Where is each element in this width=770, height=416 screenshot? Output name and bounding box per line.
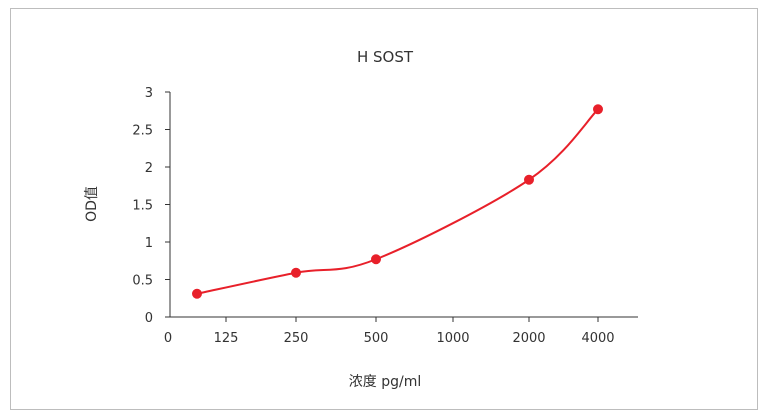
y-tick-label: 2.5 <box>132 124 153 139</box>
x-tick-label: 125 <box>214 331 239 346</box>
y-tick-label: 3 <box>145 86 153 101</box>
chart-frame <box>10 8 758 410</box>
data-point <box>371 254 381 265</box>
series-curve <box>196 108 599 295</box>
chart-title: H SOST <box>357 48 414 66</box>
y-tick-label: 2 <box>145 161 153 176</box>
x-tick-label: 0 <box>164 331 172 346</box>
x-tick-label: 500 <box>364 331 389 346</box>
x-axis-ticks: 0 125 250 500 1000 2000 4000 <box>164 317 615 346</box>
data-point <box>192 288 202 299</box>
x-tick-label: 2000 <box>512 331 545 346</box>
x-axis-label: 浓度 pg/ml <box>349 374 421 390</box>
x-tick-label: 4000 <box>581 331 614 346</box>
series-points <box>192 104 603 299</box>
y-tick-label: 0 <box>145 311 153 326</box>
data-point <box>291 267 301 278</box>
x-tick-label: 250 <box>284 331 309 346</box>
y-tick-label: 0.5 <box>132 274 153 289</box>
y-axis-ticks: 0 0.5 1 1.5 2 2.5 3 <box>132 86 170 326</box>
y-axis-label: OD值 <box>84 186 100 222</box>
y-tick-label: 1.5 <box>132 199 153 214</box>
y-tick-label: 1 <box>145 236 153 251</box>
data-point <box>593 104 603 115</box>
x-tick-label: 1000 <box>436 331 469 346</box>
data-point <box>524 174 534 185</box>
